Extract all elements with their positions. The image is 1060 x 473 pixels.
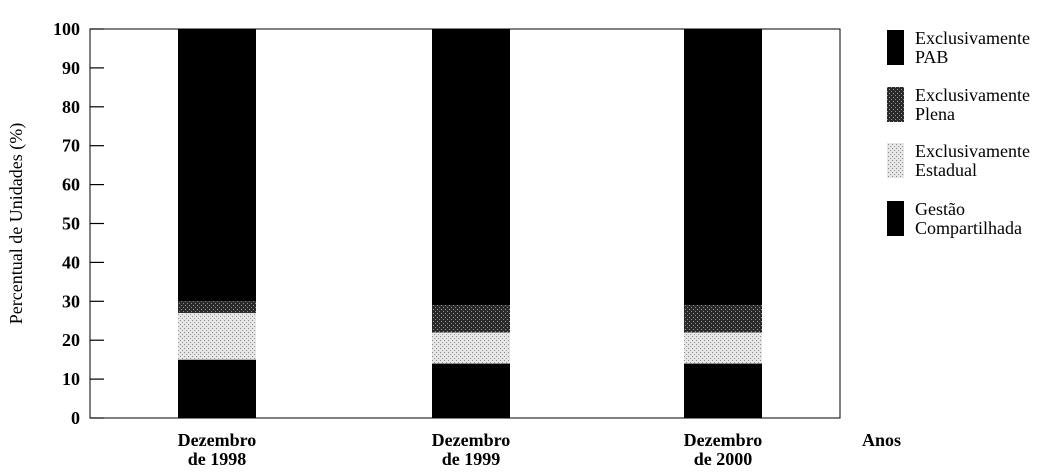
legend-swatch	[887, 30, 904, 65]
bar-segment	[432, 363, 510, 418]
y-tick-label: 10	[62, 369, 80, 389]
y-tick-label: 40	[62, 252, 80, 272]
legend-label: Exclusivamente	[915, 28, 1030, 48]
bar-segment	[432, 305, 510, 333]
bar-segment	[178, 301, 256, 313]
legend: ExclusivamentePABExclusivamentePlenaExcl…	[887, 28, 1030, 238]
legend-label: Exclusivamente	[915, 141, 1030, 161]
x-axis-title: Anos	[862, 430, 901, 450]
bar-segment	[684, 363, 762, 418]
legend-label: Gestão	[915, 199, 965, 219]
bar-segment	[432, 332, 510, 364]
y-tick-label: 60	[62, 175, 80, 195]
bar-segment	[684, 332, 762, 364]
legend-label: Exclusivamente	[915, 85, 1030, 105]
y-axis: 0 10 20 30 40 50 60 70 80 90 100 Percentual de Unid…	[6, 19, 104, 428]
y-tick-label: 50	[62, 214, 80, 234]
x-category-label: Dezembro	[684, 430, 763, 450]
bars-group	[178, 29, 762, 418]
y-tick-label: 0	[71, 408, 80, 428]
legend-swatch	[887, 201, 904, 236]
y-axis-title: Percentual de Unidades (%)	[6, 123, 27, 324]
x-category-label: Dezembro	[178, 430, 257, 450]
legend-swatch	[887, 87, 904, 122]
legend-label: Compartilhada	[915, 218, 1022, 238]
x-category-label: de 2000	[694, 449, 753, 469]
y-tick-label: 80	[62, 97, 80, 117]
bar-segment	[178, 29, 256, 302]
bar-segment	[432, 29, 510, 306]
legend-label: Plena	[915, 104, 955, 124]
x-category-label: Dezembro	[432, 430, 511, 450]
y-tick-label: 30	[62, 291, 80, 311]
x-category-label: de 1999	[442, 449, 501, 469]
bar-segment	[684, 29, 762, 306]
bar-segment	[178, 359, 256, 418]
legend-label: Estadual	[915, 160, 977, 180]
y-tick-label: 100	[53, 19, 80, 39]
y-tick-label: 70	[62, 136, 80, 156]
x-category-label: de 1998	[188, 449, 247, 469]
bar-segment	[178, 312, 256, 360]
legend-swatch	[887, 143, 904, 178]
y-tick-label: 90	[62, 58, 80, 78]
legend-label: PAB	[915, 47, 948, 67]
y-tick-label: 20	[62, 330, 80, 350]
bar-segment	[684, 305, 762, 333]
